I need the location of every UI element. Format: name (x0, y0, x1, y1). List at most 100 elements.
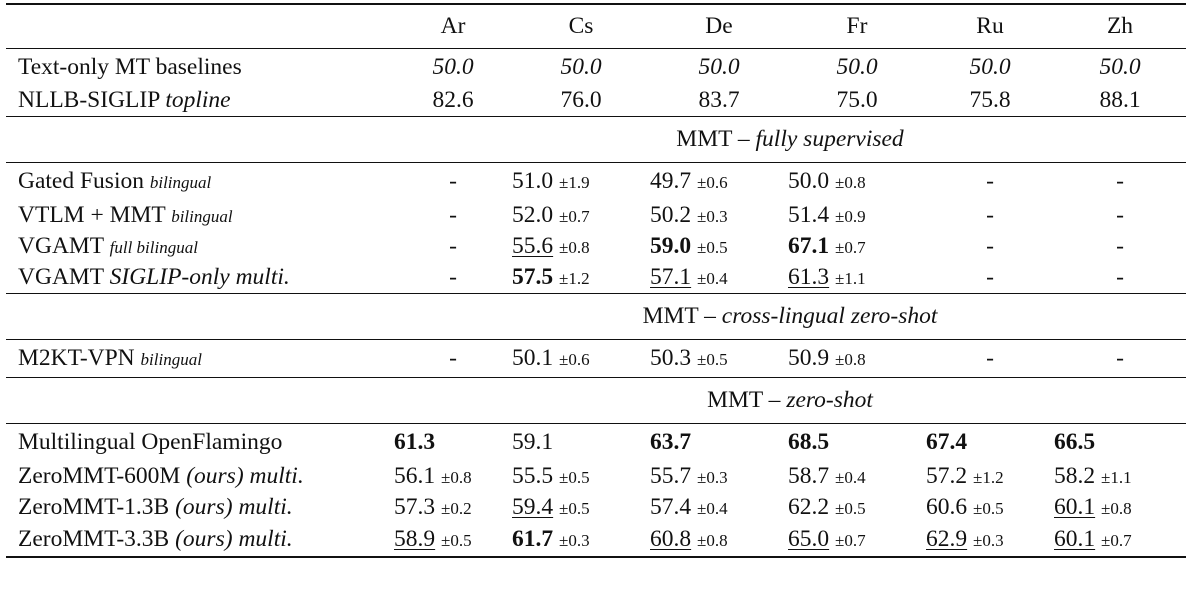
cell-value: - (986, 263, 994, 290)
cell-stddev: ±0.3 (697, 207, 728, 226)
column-header-ar: Ar (394, 3, 512, 48)
cell-value: 61.7 (512, 526, 554, 552)
section-prefix: MMT – (676, 125, 756, 152)
cell-value: 61.3 (788, 263, 830, 290)
cell-value: - (986, 344, 994, 371)
row-label: VGAMT full bilingual (6, 231, 394, 262)
cell-value: - (449, 167, 457, 194)
section-label: fully supervised (755, 125, 904, 152)
cell-stddev: ±1.1 (835, 268, 866, 288)
cell-stddev: ±1.2 (559, 268, 590, 288)
results-table: Ar Cs De Fr Ru Zh Text-only MT baselines 50.0 50… (6, 3, 1186, 558)
value-cell: 82.6 (432, 87, 474, 114)
value-cell: 50.2 ±0.3 (650, 200, 788, 231)
row-label-tag: topline (165, 87, 231, 114)
cell-stddev: ±0.6 (697, 172, 728, 192)
value-cell: 55.7 ±0.3 (650, 461, 788, 492)
section-spacer (6, 376, 394, 423)
value-cell: - (1054, 161, 1186, 200)
row-label: VGAMT SIGLIP-only multi. (6, 262, 394, 293)
value-cell: - (394, 262, 512, 293)
row-label-name: M2KT-VPN (18, 344, 135, 371)
cell-stddev: ±0.3 (559, 531, 590, 550)
value-cell: 60.1 ±0.8 (1054, 492, 1186, 523)
fully-supervised-row: Gated Fusion bilingual -51.0 ±1.9 49.7 ±0.… (6, 161, 1186, 200)
value-cell: 59.4 ±0.5 (512, 492, 650, 523)
value-cell: 61.3 ±1.1 (788, 262, 926, 293)
cell-stddev: ±0.5 (973, 499, 1004, 518)
row-label-name: ZeroMMT-3.3B (18, 526, 170, 552)
value-cell: 59.0 ±0.5 (650, 231, 788, 262)
cell-stddev: ±0.5 (559, 499, 590, 518)
value-cell: 75.8 (969, 87, 1011, 114)
cell-stddev: ±0.8 (835, 349, 866, 369)
value-cell: - (926, 338, 1054, 377)
cell-stddev: ±1.9 (559, 172, 590, 192)
cell-value: 62.9 (926, 526, 968, 552)
section-row: MMT – cross-lingual zero-shot (6, 292, 1186, 339)
cell-value: 55.6 (512, 233, 554, 259)
cell-value: 50.2 (650, 202, 692, 228)
cell-value: - (449, 202, 457, 228)
value-cell: 50.0 (1054, 47, 1186, 86)
cell-value: - (449, 344, 457, 371)
value-cell: 58.2 ±1.1 (1054, 461, 1186, 492)
value-cell: 88.1 (1099, 87, 1141, 114)
value-cell: 57.1 ±0.4 (650, 262, 788, 293)
cell-value: 55.7 (650, 463, 692, 489)
cell-value: - (1116, 167, 1124, 194)
cell-stddev: ±1.1 (1101, 468, 1132, 487)
cross-lingual-row: M2KT-VPN bilingual -50.1 ±0.6 50.3 ±0.5 50.… (6, 338, 1186, 377)
cell-value: 50.9 (788, 344, 830, 371)
section-title: MMT – zero-shot (394, 376, 1186, 423)
section-prefix: MMT – (707, 386, 787, 413)
value-cell: 62.9 ±0.3 (926, 523, 1054, 558)
value-cell: 57.2 ±1.2 (926, 461, 1054, 492)
cell-stddev: ±0.3 (697, 468, 728, 487)
value-cell: 56.1 ±0.8 (394, 461, 512, 492)
results-table-body: Ar Cs De Fr Ru Zh Text-only MT baselines 50.0 50… (6, 3, 1186, 558)
value-cell: 61.7 ±0.3 (512, 523, 650, 558)
value-cell: 61.3 (394, 422, 512, 461)
cell-value: 61.3 (394, 428, 436, 455)
cell-value: 58.9 (394, 526, 436, 552)
cell-value: 55.5 (512, 463, 554, 489)
cell-value: 49.7 (650, 167, 692, 194)
section-row: MMT – fully supervised (6, 115, 1186, 162)
cell-stddev: ±0.8 (835, 172, 866, 192)
section-label: zero-shot (786, 386, 873, 413)
cell-value: 51.4 (788, 202, 830, 228)
cell-value: - (986, 167, 994, 194)
cell-value: - (1116, 202, 1124, 228)
row-label-name: Text-only MT baselines (18, 53, 242, 80)
row-label-tag: SIGLIP (109, 263, 182, 290)
cell-value: - (1116, 263, 1124, 290)
cell-stddev: ±1.2 (973, 468, 1004, 487)
value-cell: 55.5 ±0.5 (512, 461, 650, 492)
cell-value: 50.0 (788, 167, 830, 194)
value-cell: 60.6 ±0.5 (926, 492, 1054, 523)
cell-stddev: ±0.2 (441, 499, 472, 518)
cell-value: 67.4 (926, 428, 968, 455)
cell-stddev: ±0.4 (697, 499, 728, 518)
cell-value: 60.8 (650, 526, 692, 552)
row-label-name: Multilingual OpenFlamingo (18, 428, 283, 455)
value-cell: - (1054, 231, 1186, 262)
value-cell: 65.0 ±0.7 (788, 523, 926, 558)
value-cell: - (394, 161, 512, 200)
zero-shot-row: Multilingual OpenFlamingo 61.3 59.1 63.7 68.… (6, 422, 1186, 461)
value-cell: 67.4 (926, 422, 1054, 461)
value-cell: 57.3 ±0.2 (394, 492, 512, 523)
cell-value: 57.4 (650, 494, 692, 520)
section-title: MMT – cross-lingual zero-shot (394, 292, 1186, 339)
value-cell: - (926, 161, 1054, 200)
value-cell: - (394, 200, 512, 231)
header-row: Ar Cs De Fr Ru Zh (6, 3, 1186, 48)
cell-value: 65.0 (788, 526, 830, 552)
row-label-name: VTLM + MMT (18, 202, 166, 228)
cell-stddev: ±0.5 (441, 531, 472, 550)
value-cell: - (1054, 262, 1186, 293)
value-cell: 66.5 (1054, 422, 1186, 461)
cell-value: 60.6 (926, 494, 968, 520)
cell-value: 57.2 (926, 463, 968, 489)
